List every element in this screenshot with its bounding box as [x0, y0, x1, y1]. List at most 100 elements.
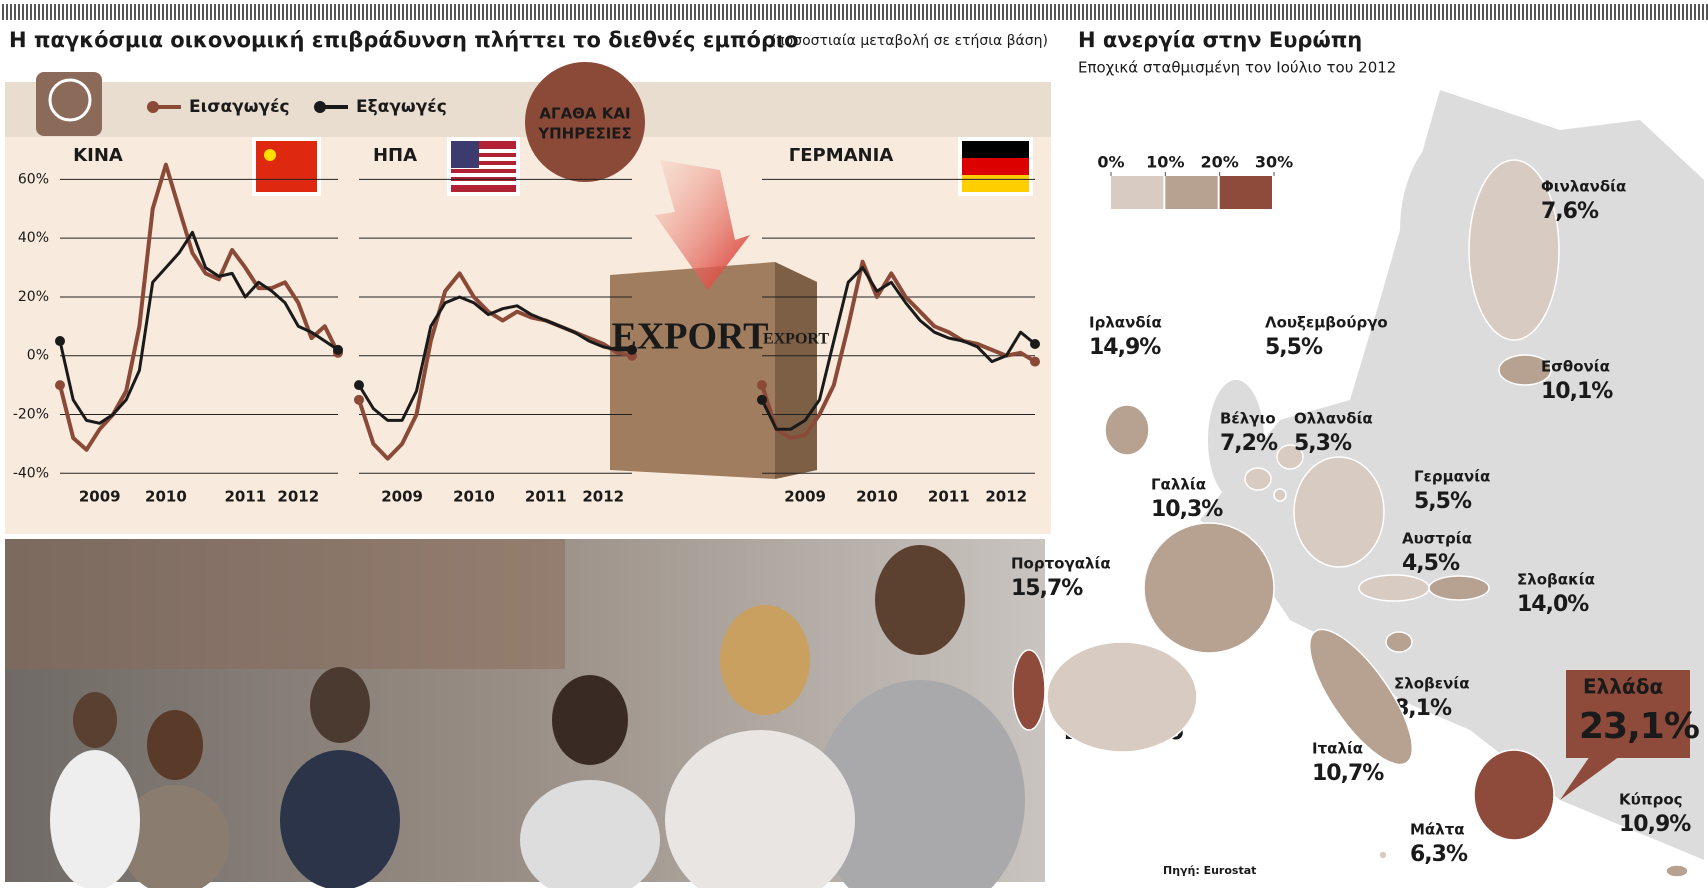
- stripe: [1170, 4, 1172, 20]
- stripe: [918, 4, 920, 20]
- stripe: [162, 4, 164, 20]
- data-label: 7,6%: [1541, 199, 1599, 224]
- stripe: [90, 4, 92, 20]
- stripe: [678, 4, 680, 20]
- stripe: [422, 4, 424, 20]
- stripe: [482, 4, 484, 20]
- end-point: [55, 336, 65, 347]
- stripe: [1586, 4, 1588, 20]
- stripe: [150, 4, 152, 20]
- y-tick-label: -40%: [13, 465, 49, 481]
- stripe: [1022, 4, 1024, 20]
- stripe: [1050, 4, 1052, 20]
- country-region: [1293, 456, 1385, 568]
- stripe: [686, 4, 688, 20]
- data-label: 10,7%: [1312, 761, 1384, 786]
- stripe: [870, 4, 872, 20]
- stripe: [442, 4, 444, 20]
- chart-subtitle: (ποσοστιαία μεταβολή σε ετήσια βάση): [771, 33, 1048, 49]
- stripe: [758, 4, 760, 20]
- stripe: [642, 4, 644, 20]
- stripe: [414, 4, 416, 20]
- stripe: [582, 4, 584, 20]
- stripe: [202, 4, 204, 20]
- stripe: [566, 4, 568, 20]
- stripe: [390, 4, 392, 20]
- stripe: [1694, 4, 1696, 20]
- x-tick-label: 2012: [582, 488, 624, 506]
- data-label: 10,3%: [1151, 497, 1223, 522]
- stripe: [6, 4, 8, 20]
- stripe: [382, 4, 384, 20]
- stripe: [118, 4, 120, 20]
- stripe: [674, 4, 676, 20]
- stripe: [1270, 4, 1272, 20]
- stripe: [470, 4, 472, 20]
- stripe: [70, 4, 72, 20]
- stripe: [1306, 4, 1308, 20]
- stripe: [1106, 4, 1108, 20]
- stripe: [734, 4, 736, 20]
- box-label: EXPORT: [611, 316, 768, 358]
- stripe: [1174, 4, 1176, 20]
- stripe: [1082, 4, 1084, 20]
- stripe: [1266, 4, 1268, 20]
- stripe: [486, 4, 488, 20]
- stripe: [182, 4, 184, 20]
- stripe: [1642, 4, 1644, 20]
- stripe: [738, 4, 740, 20]
- stripe: [690, 4, 692, 20]
- stripe: [110, 4, 112, 20]
- series-line: [58, 230, 339, 425]
- stripe: [378, 4, 380, 20]
- stripe: [1454, 4, 1456, 20]
- stripe: [1218, 4, 1220, 20]
- stripe: [858, 4, 860, 20]
- stripe: [714, 4, 716, 20]
- stripe: [898, 4, 900, 20]
- stripe: [1602, 4, 1604, 20]
- stripe: [1310, 4, 1312, 20]
- x-tick-label: 2011: [928, 488, 970, 506]
- country-name: Ελλάδα: [1583, 675, 1663, 699]
- stripe: [618, 4, 620, 20]
- stripe: [558, 4, 560, 20]
- stripe: [74, 4, 76, 20]
- stripe: [278, 4, 280, 20]
- stripe: [950, 4, 952, 20]
- stripe: [782, 4, 784, 20]
- stripe: [1414, 4, 1416, 20]
- stripe: [198, 4, 200, 20]
- stripe: [1010, 4, 1012, 20]
- stripe: [446, 4, 448, 20]
- stripe: [1702, 4, 1704, 20]
- stripe: [294, 4, 296, 20]
- stripe: [1194, 4, 1196, 20]
- stripe: [1110, 4, 1112, 20]
- box-side-label: EXPORT: [763, 331, 829, 348]
- stripe: [306, 4, 308, 20]
- stripe: [1030, 4, 1032, 20]
- stripe: [1274, 4, 1276, 20]
- stripe: [1606, 4, 1608, 20]
- stripe: [1322, 4, 1324, 20]
- stripe: [1558, 4, 1560, 20]
- stripe: [1246, 4, 1248, 20]
- stripe: [978, 4, 980, 20]
- stripe: [706, 4, 708, 20]
- stripe: [1510, 4, 1512, 20]
- stripe: [514, 4, 516, 20]
- stripe: [670, 4, 672, 20]
- stripe: [594, 4, 596, 20]
- stripe: [66, 4, 68, 20]
- stripe: [1278, 4, 1280, 20]
- stripe: [1494, 4, 1496, 20]
- stripe: [346, 4, 348, 20]
- data-label: 14,9%: [1089, 335, 1161, 360]
- stripe: [1646, 4, 1648, 20]
- stripe: [814, 4, 816, 20]
- stripe: [946, 4, 948, 20]
- stripe: [838, 4, 840, 20]
- stripe: [954, 4, 956, 20]
- stripe: [34, 4, 36, 20]
